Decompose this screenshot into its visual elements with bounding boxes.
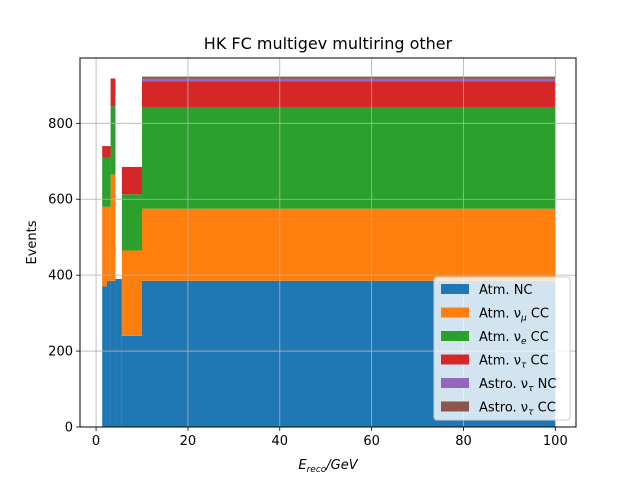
legend-swatch-0 bbox=[441, 284, 469, 294]
bar-series-5-bin-6 bbox=[142, 76, 556, 79]
bar-series-0-bin-1 bbox=[106, 280, 111, 427]
legend: Atm. NC Atm. νμ CC Atm. νe CC Atm. ντ CC Ast… bbox=[433, 276, 571, 421]
bar-series-0-bin-0 bbox=[102, 286, 107, 427]
legend-label-5: Astro. ντ CC bbox=[479, 401, 556, 418]
x-tick-label-1: 20 bbox=[180, 434, 197, 449]
legend-box bbox=[433, 276, 571, 421]
bar-series-1-bin-0 bbox=[102, 206, 107, 287]
legend-swatch-5 bbox=[441, 401, 469, 412]
bar-series-2-bin-6 bbox=[142, 106, 556, 209]
legend-swatch-1 bbox=[441, 307, 469, 318]
bar-series-4-bin-6 bbox=[142, 78, 556, 82]
bar-series-3-bin-1 bbox=[106, 146, 111, 158]
legend-swatch-2 bbox=[441, 331, 469, 341]
legend-label-1: Atm. νμ CC bbox=[479, 307, 549, 324]
bar-series-2-bin-2 bbox=[110, 106, 116, 175]
x-tick-label-2: 40 bbox=[272, 434, 289, 449]
bar-series-1-bin-6 bbox=[142, 208, 556, 281]
bar-series-0-bin-4 bbox=[121, 335, 131, 427]
bar-series-2-bin-4 bbox=[121, 194, 131, 251]
bar-series-3-bin-6 bbox=[142, 81, 556, 107]
bar-series-3-bin-5 bbox=[130, 166, 142, 195]
y-tick-label-0: 0 bbox=[65, 421, 73, 436]
bar-series-3-bin-0 bbox=[102, 146, 107, 158]
bar-series-3-bin-4 bbox=[121, 166, 131, 195]
bar-series-0-bin-2 bbox=[110, 280, 116, 427]
bar-series-0-bin-5 bbox=[130, 335, 142, 427]
bar-series-2-bin-5 bbox=[130, 194, 142, 251]
legend-swatch-3 bbox=[441, 354, 469, 365]
x-tick-label-4: 80 bbox=[455, 434, 472, 449]
bar-series-1-bin-1 bbox=[106, 206, 111, 281]
bar-series-2-bin-1 bbox=[106, 157, 111, 207]
y-tick-label-3: 600 bbox=[48, 193, 73, 208]
bar-series-0-bin-3 bbox=[115, 278, 122, 427]
bar-series-3-bin-2 bbox=[110, 78, 116, 107]
plot-frame bbox=[79, 57, 577, 428]
legend-label-0: Atm. NC bbox=[479, 283, 533, 298]
legend-label-3: Atm. ντ CC bbox=[479, 354, 549, 371]
chart-title: HK FC multigev multiring other bbox=[204, 34, 453, 53]
bar-series-1-bin-4 bbox=[121, 250, 131, 336]
bar-layer bbox=[102, 76, 556, 427]
x-tick-label-3: 60 bbox=[363, 434, 380, 449]
legend-swatch-4 bbox=[441, 378, 469, 388]
y-axis-label: Events bbox=[25, 220, 40, 264]
bar-series-2-bin-0 bbox=[102, 157, 107, 207]
tick-layer: 0 20 40 60 80 100 0 200 400 600 800 bbox=[48, 117, 568, 449]
bar-series-1-bin-2 bbox=[110, 174, 116, 281]
y-tick-label-1: 200 bbox=[48, 345, 73, 360]
y-tick-label-2: 400 bbox=[48, 269, 73, 284]
x-tick-label-0: 0 bbox=[92, 434, 100, 449]
x-axis-label: Ereco/GeV bbox=[298, 458, 358, 475]
legend-label-4: Astro. ντ NC bbox=[479, 377, 556, 394]
bar-series-1-bin-5 bbox=[130, 250, 142, 336]
y-tick-label-4: 800 bbox=[48, 117, 73, 132]
legend-label-2: Atm. νe CC bbox=[479, 330, 549, 347]
x-tick-label-5: 100 bbox=[543, 434, 568, 449]
